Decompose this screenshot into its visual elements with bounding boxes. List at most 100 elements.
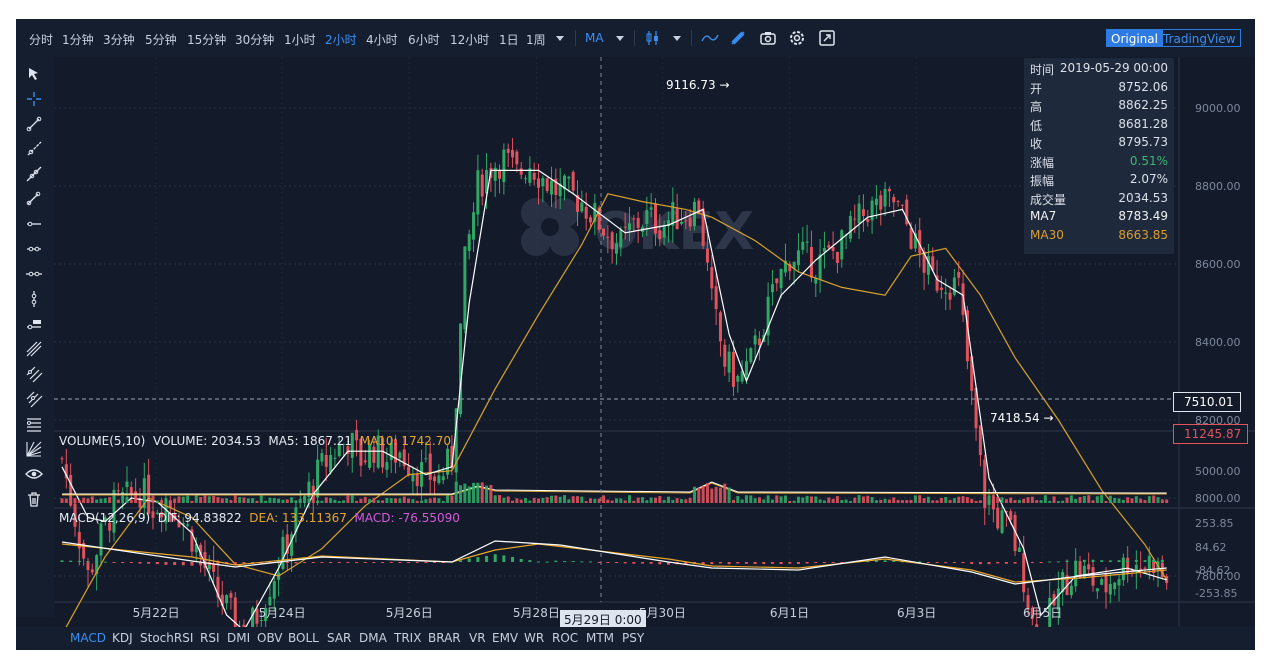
indicator-select[interactable]: MA (585, 31, 604, 45)
tab-brar[interactable]: BRAR (428, 631, 461, 645)
candles (60, 137, 1169, 627)
macd-bar (389, 562, 393, 563)
macd-bar (485, 555, 489, 562)
gear-icon[interactable] (787, 28, 807, 48)
candle-body (90, 569, 94, 573)
original-view-button[interactable]: Original (1106, 29, 1163, 47)
tab-dma[interactable]: DMA (359, 631, 387, 645)
tab-vr[interactable]: VR (469, 631, 486, 645)
volume-bar (944, 497, 948, 503)
chart-canvas[interactable]: OKEX 9000.008800.008600.008400.008200.00… (54, 57, 1255, 627)
camera-icon[interactable] (758, 28, 778, 48)
tab-dmi[interactable]: DMI (227, 631, 251, 645)
tab-boll[interactable]: BOLL (288, 631, 319, 645)
horizontal-line-icon[interactable] (25, 265, 43, 283)
candle-body (229, 593, 233, 598)
macd-bar (398, 562, 402, 563)
candle-body (207, 563, 211, 570)
tab-kdj[interactable]: KDJ (112, 631, 133, 645)
macd-bar (155, 562, 159, 565)
timeframe-6h[interactable]: 6小时 (408, 33, 440, 47)
tradingview-button[interactable]: TradingView (1158, 29, 1241, 47)
timeframe-3m[interactable]: 3分钟 (103, 33, 135, 47)
tab-trix[interactable]: TRIX (394, 631, 422, 645)
timeframe-5m[interactable]: 5分钟 (145, 33, 177, 47)
volume-bar (801, 497, 805, 503)
candle-body (770, 284, 774, 293)
timeframe-12h[interactable]: 12小时 (450, 33, 490, 47)
candle-body (259, 620, 263, 622)
macd-bar (554, 560, 558, 562)
time-axis-label: 5月30日 (639, 606, 686, 620)
chart-type-chevron-icon[interactable] (673, 36, 681, 41)
timeframe-more-chevron-icon[interactable] (556, 36, 564, 41)
crosshair-icon[interactable] (25, 90, 43, 108)
macd-bar (1160, 559, 1164, 562)
vertical-line-icon[interactable] (25, 290, 43, 308)
volume-bar (320, 500, 324, 503)
tab-macd[interactable]: MACD (70, 631, 106, 645)
tab-rsi[interactable]: RSI (200, 631, 220, 645)
tab-stochrsi[interactable]: StochRSI (140, 631, 194, 645)
tab-sar[interactable]: SAR (327, 631, 352, 645)
tab-psy[interactable]: PSY (622, 631, 645, 645)
tab-obv[interactable]: OBV (257, 631, 283, 645)
candle-body (861, 209, 865, 216)
macd-bar (1013, 562, 1017, 564)
parallel-line-icon[interactable] (25, 190, 43, 208)
tab-wr[interactable]: WR (524, 631, 545, 645)
volume-bar (861, 496, 865, 503)
timeframe-1w[interactable]: 1周 (526, 33, 546, 47)
volume-label-value: VOLUME: 2034.53 (152, 434, 261, 448)
horizontal-segment-icon[interactable] (25, 240, 43, 258)
volume-bar (259, 495, 263, 503)
indicator-chevron-icon[interactable] (616, 36, 624, 41)
volume-bar (420, 500, 424, 503)
trash-icon[interactable] (25, 490, 43, 508)
eye-icon[interactable] (25, 465, 43, 483)
trend-line-icon[interactable] (25, 115, 43, 133)
ma7-line (61, 169, 1167, 627)
tab-emv[interactable]: EMV (492, 631, 519, 645)
candlestick-type-icon[interactable] (643, 28, 663, 48)
fullscreen-icon[interactable] (817, 28, 837, 48)
fibonacci-fan-icon[interactable] (25, 440, 43, 458)
extended-line-icon[interactable] (25, 165, 43, 183)
candle-body (619, 229, 623, 248)
timeframe-1m[interactable]: 1分钟 (62, 33, 94, 47)
price-channel-icon[interactable] (25, 365, 43, 383)
parallel-channel-icon[interactable] (25, 340, 43, 358)
price-line-icon[interactable] (25, 315, 43, 333)
volume-bar (896, 499, 900, 503)
timeframe-1d[interactable]: 1日 (499, 33, 519, 47)
volume-bar (671, 499, 675, 503)
timeframe-2h[interactable]: 2小时 (325, 33, 357, 47)
macd-bar (615, 562, 618, 563)
candle-body (194, 543, 198, 553)
candle-body (129, 487, 133, 494)
fibonacci-channel-icon[interactable] (25, 390, 43, 408)
macd-bar (1065, 560, 1069, 562)
candle-body (82, 543, 86, 559)
tab-roc[interactable]: ROC (552, 631, 579, 645)
candle-body (459, 323, 463, 415)
fibonacci-levels-icon[interactable] (25, 415, 43, 433)
timeframe-30m[interactable]: 30分钟 (235, 33, 275, 47)
timeframe-15m[interactable]: 15分钟 (187, 33, 227, 47)
timeframe-4h[interactable]: 4小时 (366, 33, 398, 47)
volume-price-tag: 11245.87 (1173, 424, 1249, 444)
macd-bar (580, 561, 584, 563)
horizontal-ray-icon[interactable] (25, 215, 43, 233)
macd-bar (199, 562, 203, 566)
candle-body (818, 254, 822, 280)
macd-label-prefix: MACD(12,26,9) (59, 511, 151, 525)
candle-body (623, 226, 627, 228)
timeframe-1h[interactable]: 1小时 (284, 33, 316, 47)
macd-bar (476, 557, 480, 562)
tab-mtm[interactable]: MTM (586, 631, 615, 645)
cursor-arrow-icon[interactable] (25, 65, 43, 83)
line-indicator-icon[interactable] (700, 28, 720, 48)
ray-line-icon[interactable] (25, 140, 43, 158)
drawing-pencil-icon[interactable] (728, 28, 748, 48)
timeframe-fenshi[interactable]: 分时 (29, 33, 54, 47)
